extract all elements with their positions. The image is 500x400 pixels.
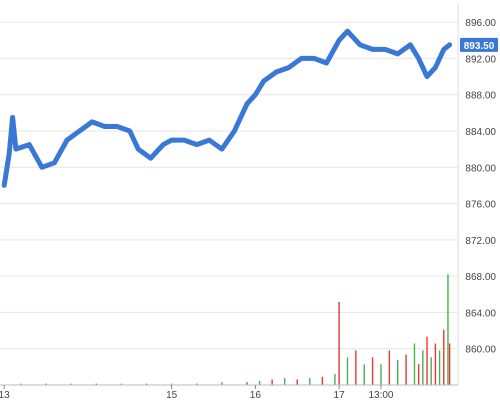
volume-bar — [309, 378, 311, 385]
y-tick-label: 876.00 — [465, 200, 496, 211]
volume-bar — [380, 364, 382, 385]
volume-bar — [246, 382, 248, 385]
y-tick-label: 896.00 — [465, 18, 496, 29]
volume-bar — [321, 376, 324, 385]
last-price-badge — [460, 37, 498, 52]
volume-bar — [417, 364, 420, 385]
y-tick-label: 884.00 — [465, 127, 496, 138]
price-line — [1, 28, 453, 188]
volume-bar — [438, 350, 441, 385]
volume-bar — [95, 383, 97, 385]
volume-bar — [355, 350, 357, 385]
volume-bar — [422, 350, 424, 385]
volume-bar — [221, 382, 223, 385]
volume-bar — [397, 360, 399, 385]
x-tick-label: 17 — [334, 390, 346, 400]
volume-bar — [371, 357, 374, 385]
volume-bar — [20, 383, 22, 385]
x-tick-label: 16 — [250, 390, 262, 400]
x-tick-label: 13 — [0, 390, 10, 400]
volume-layer — [20, 274, 451, 385]
volume-bar — [283, 378, 286, 385]
y-tick-label: 868.00 — [465, 272, 496, 283]
volume-bar — [426, 336, 428, 385]
y-tick-label: 888.00 — [465, 91, 496, 102]
y-tick-label: 880.00 — [465, 163, 496, 174]
volume-bar — [363, 364, 365, 385]
volume-bar — [296, 379, 298, 385]
volume-bar — [70, 383, 72, 385]
x-tick-label: 15 — [166, 390, 178, 400]
volume-bar — [413, 343, 416, 385]
volume-bar — [434, 343, 437, 385]
y-tick-label: 860.00 — [465, 345, 496, 356]
volume-bar — [447, 274, 449, 385]
grid-layer — [0, 21, 458, 350]
volume-bar — [170, 383, 173, 385]
last-price-badge-layer: 893.50 — [460, 37, 498, 52]
y-tick-label: 864.00 — [465, 308, 496, 319]
volume-bar — [196, 383, 198, 385]
volume-bar — [334, 373, 336, 385]
y-tick-label: 872.00 — [465, 236, 496, 247]
volume-bar — [145, 383, 148, 385]
volume-bar — [45, 383, 47, 385]
y-tick-label: 892.00 — [465, 54, 496, 65]
axis-layer: 860.00 864.00 868.00 872.00 876.00 880.00 884.… — [0, 4, 496, 400]
volume-bar — [430, 357, 432, 385]
volume-bar — [443, 329, 445, 385]
volume-bar — [448, 343, 451, 385]
price-line-layer — [1, 28, 453, 188]
volume-bar — [120, 383, 123, 385]
volume-bar — [271, 379, 273, 385]
last-price-label: 893.50 — [464, 41, 495, 52]
volume-bar — [346, 357, 349, 385]
x-tick-label: 13:00 — [368, 390, 393, 400]
volume-bar — [338, 301, 340, 385]
volume-bar — [405, 354, 407, 385]
volume-bar — [388, 350, 391, 385]
volume-bar — [258, 380, 261, 385]
